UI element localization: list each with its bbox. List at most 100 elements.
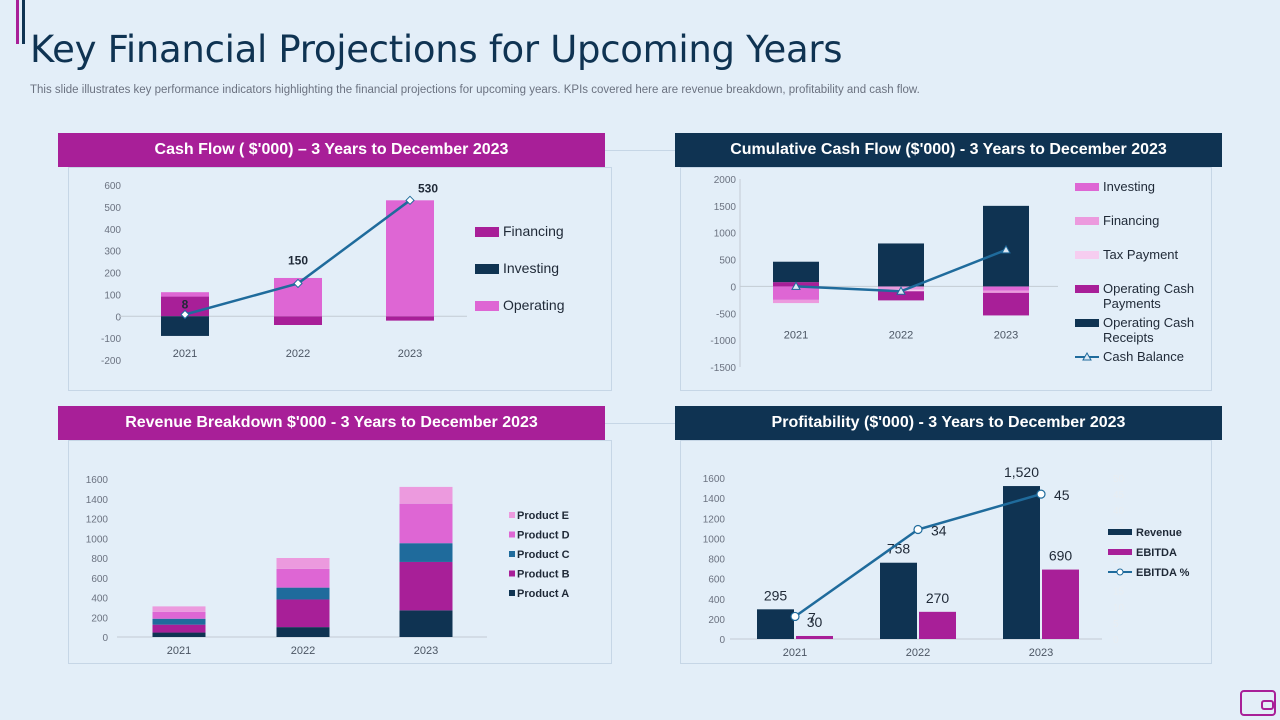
revenue-legend-swatch (509, 512, 515, 518)
revenue-category-label: 2022 (291, 645, 315, 657)
cashflow-legend-swatch (475, 264, 499, 274)
cashflow-bar-operating (386, 200, 434, 317)
cashflow-line-marker (180, 309, 190, 320)
revenue-ytick-label: 1200 (86, 515, 109, 526)
profitability-y2tick-label: 0 (1113, 635, 1119, 646)
cashflow-legend-swatch (475, 227, 499, 237)
cashflow-bar-investing (161, 316, 209, 336)
cashflow-panel (68, 167, 612, 391)
profitability-ytick-label: 800 (708, 555, 725, 566)
cumulative-legend-swatch (1075, 251, 1099, 259)
revenue-bar-product-c (276, 587, 330, 600)
revenue-ytick-label: 1600 (86, 475, 109, 486)
cumulative-bar-investing (773, 286, 819, 300)
cumulative-legend-label: Financing (1103, 213, 1159, 228)
revenue-bar-product-a (152, 632, 206, 637)
revenue-ytick-label: 0 (102, 633, 108, 644)
revenue-ytick-label: 400 (91, 594, 108, 605)
profitability-y2tick-label: 10 (1113, 603, 1125, 614)
cumulative-panel (680, 167, 1212, 391)
cashflow-line-label: 530 (418, 181, 438, 195)
profitability-y2tick-label: 30 (1113, 538, 1125, 549)
cumulative-bar-operating-cash-payments (983, 292, 1029, 316)
cumulative-legend-label: Operating Cash (1103, 315, 1194, 330)
cumulative-legend-label: Operating Cash (1103, 281, 1194, 296)
profitability-y2tick-label: 5 (1113, 619, 1119, 630)
cumulative-line-marker (1001, 244, 1011, 254)
revenue-ytick-label: 1000 (86, 534, 109, 545)
profitability-data-label: 1,520 (1004, 464, 1039, 480)
profitability-ytick-label: 0 (719, 635, 725, 646)
profitability-y2tick-label: 35 (1113, 522, 1125, 533)
cumulative-ytick-label: 1500 (714, 202, 737, 213)
cashflow-line-marker (293, 278, 303, 289)
cumulative-ytick-label: -1500 (710, 363, 736, 374)
cumulative-legend-swatch (1075, 217, 1099, 225)
revenue-bar-product-d (276, 568, 330, 588)
cumulative-category-label: 2022 (889, 329, 913, 341)
cashflow-ytick-label: 500 (104, 203, 121, 214)
profitability-data-label: 270 (926, 590, 950, 606)
profitability-legend-label: Revenue (1136, 527, 1182, 539)
cumulative-category-label: 2023 (994, 329, 1018, 341)
cashflow-header: Cash Flow ( $'000) – 3 Years to December… (58, 133, 605, 167)
cashflow-ytick-label: 600 (104, 181, 121, 192)
top-panels-connector (605, 150, 675, 151)
profitability-y2tick-label: 45 (1113, 490, 1125, 501)
revenue-ytick-label: 200 (91, 613, 108, 624)
profitability-data-label: 758 (887, 541, 911, 557)
profitability-line-label: 34 (931, 523, 947, 539)
profitability-legend-swatch (1108, 529, 1132, 535)
cumulative-legend-label: Receipts (1103, 330, 1154, 345)
profitability-bar-ebitda (919, 611, 956, 639)
cashflow-line-label: 150 (288, 253, 308, 267)
revenue-legend-label: Product B (517, 569, 570, 581)
profitability-ytick-label: 400 (708, 595, 725, 606)
profitability-ytick-label: 1600 (703, 474, 726, 485)
cumulative-bar-operating-cash-payments (878, 291, 924, 301)
title-accent-navy (22, 0, 25, 44)
profitability-category-label: 2021 (783, 647, 807, 659)
cumulative-bar-financing (983, 290, 1029, 293)
cumulative-line-marker (791, 281, 801, 290)
profitability-legend-label: EBITDA % (1136, 567, 1190, 579)
profitability-line-marker (790, 611, 800, 622)
profitability-header: Profitability ($'000) - 3 Years to Decem… (675, 406, 1222, 440)
profitability-data-label: 295 (764, 587, 788, 603)
cumulative-legend-swatch (1075, 319, 1099, 327)
profitability-bar-revenue (880, 562, 917, 639)
profitability-category-label: 2023 (1029, 647, 1053, 659)
cumulative-legend-swatch (1075, 183, 1099, 191)
profitability-bar-revenue (1003, 486, 1040, 639)
cashflow-ytick-label: 200 (104, 269, 121, 280)
profitability-bar-revenue (757, 609, 794, 639)
revenue-legend-swatch (509, 570, 515, 577)
cumulative-bar-operating-cash-receipts (773, 261, 819, 283)
profitability-y2tick-label: 15 (1113, 587, 1125, 598)
revenue-legend-label: Product C (517, 549, 570, 561)
profitability-y2tick-label: 40 (1113, 506, 1125, 517)
revenue-ytick-label: 800 (91, 554, 108, 565)
revenue-bar-product-b (152, 624, 206, 633)
revenue-category-label: 2023 (414, 645, 438, 657)
profitability-legend-swatch (1108, 549, 1132, 555)
revenue-legend-label: Product E (517, 510, 569, 522)
profitability-line-label: 7 (808, 609, 816, 625)
profitability-line-marker (1036, 489, 1046, 499)
revenue-bar-product-a (399, 610, 453, 637)
profitability-y2tick-label: 20 (1113, 571, 1125, 582)
cumulative-legend-label: Payments (1103, 296, 1161, 311)
profitability-data-label: 690 (1049, 548, 1073, 564)
corner-logo-icon (1240, 690, 1276, 716)
cumulative-legend-label: Tax Payment (1103, 247, 1179, 262)
cumulative-legend-label: Investing (1103, 179, 1155, 194)
cashflow-ytick-label: -100 (101, 334, 121, 345)
revenue-bar-product-d (399, 503, 453, 544)
cumulative-legend-marker (1082, 351, 1092, 361)
cashflow-category-label: 2021 (173, 348, 197, 360)
profitability-ytick-label: 1400 (703, 494, 726, 505)
profitability-line-marker (913, 524, 923, 535)
cashflow-legend-label: Investing (503, 260, 559, 276)
revenue-bar-product-e (152, 606, 206, 612)
profitability-y2tick-label: 25 (1113, 555, 1125, 566)
